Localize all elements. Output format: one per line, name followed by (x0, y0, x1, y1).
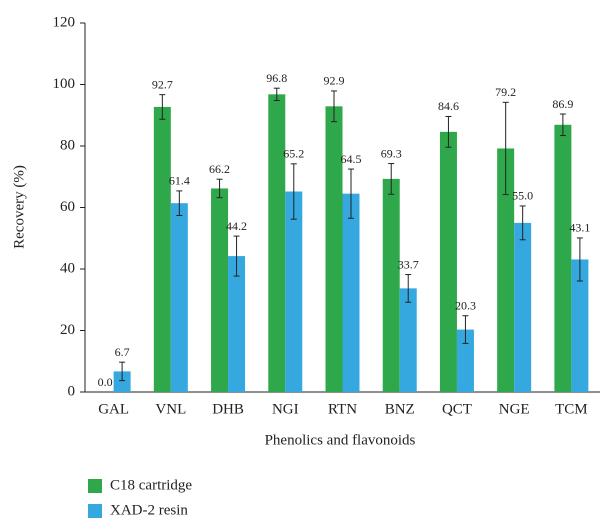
value-label: 64.5 (341, 152, 362, 166)
x-tick-label: NGE (499, 401, 530, 417)
error-bar (559, 113, 566, 137)
value-label: 55.0 (512, 189, 533, 203)
bar (399, 288, 417, 392)
bar (170, 203, 188, 392)
value-label: 92.7 (152, 77, 173, 91)
x-tick-label: BNZ (385, 401, 415, 417)
value-label: 0.0 (98, 375, 113, 389)
x-axis-title: Phenolics and flavonoids (265, 432, 416, 448)
bar (342, 193, 360, 392)
y-tick-label: 120 (53, 14, 76, 30)
error-bar (348, 168, 354, 219)
bar (439, 131, 457, 393)
error-bar (519, 205, 526, 241)
y-tick-label: 40 (60, 260, 75, 276)
error-bar (462, 315, 469, 344)
value-label: 43.1 (569, 221, 590, 235)
x-tick-label: QCT (442, 401, 472, 417)
legend-label: XAD-2 resin (110, 502, 188, 518)
value-label: 33.7 (398, 257, 419, 271)
value-label: 96.8 (266, 71, 287, 85)
bar (382, 178, 400, 392)
bar (228, 256, 246, 392)
legend-label: C18 cartridge (110, 477, 192, 493)
error-bar (405, 274, 412, 303)
x-tick-label: TCM (555, 401, 588, 417)
bar (285, 191, 303, 392)
bar (497, 148, 515, 392)
error-bar (388, 163, 395, 195)
error-bar (216, 178, 223, 199)
error-bar (176, 190, 183, 216)
value-label: 79.2 (495, 85, 516, 99)
bar (514, 222, 532, 392)
value-label: 44.2 (226, 219, 247, 233)
value-label: 92.9 (324, 74, 345, 88)
x-tick-label: GAL (98, 401, 129, 417)
y-axis-title: Recovery (%) (11, 165, 27, 249)
y-tick-label: 100 (53, 76, 76, 92)
value-label: 61.4 (169, 174, 190, 188)
bar (268, 94, 286, 392)
legend-swatch (88, 504, 102, 518)
y-tick-label: 20 (60, 322, 75, 338)
error-bar (159, 94, 166, 120)
error-bar (331, 90, 337, 123)
error-bar (445, 115, 452, 148)
x-tick-label: VNL (155, 401, 186, 417)
error-bar (273, 87, 280, 101)
bar (571, 259, 589, 392)
x-tick-label: RTN (328, 401, 357, 417)
legend-swatch (88, 479, 102, 493)
value-label: 86.9 (552, 97, 573, 111)
value-label: 65.2 (283, 147, 304, 161)
x-tick-label: NGI (272, 401, 299, 417)
error-bar (576, 237, 583, 282)
value-label: 66.2 (209, 162, 230, 176)
error-bar (233, 235, 240, 277)
x-tick-label: DHB (212, 401, 244, 417)
value-label: 84.6 (438, 99, 459, 113)
bar (325, 106, 343, 393)
bar (153, 106, 171, 392)
value-label: 6.7 (115, 345, 130, 359)
y-tick-label: 60 (60, 199, 75, 215)
error-bar (290, 163, 297, 220)
y-tick-label: 0 (68, 383, 76, 399)
y-tick-label: 80 (60, 137, 75, 153)
bar (456, 329, 474, 392)
value-label: 69.3 (381, 146, 402, 160)
bar (554, 124, 572, 392)
bar (211, 188, 229, 392)
value-label: 20.3 (455, 298, 476, 312)
error-bar (502, 101, 509, 196)
bar (113, 371, 131, 392)
error-bar (119, 361, 126, 382)
